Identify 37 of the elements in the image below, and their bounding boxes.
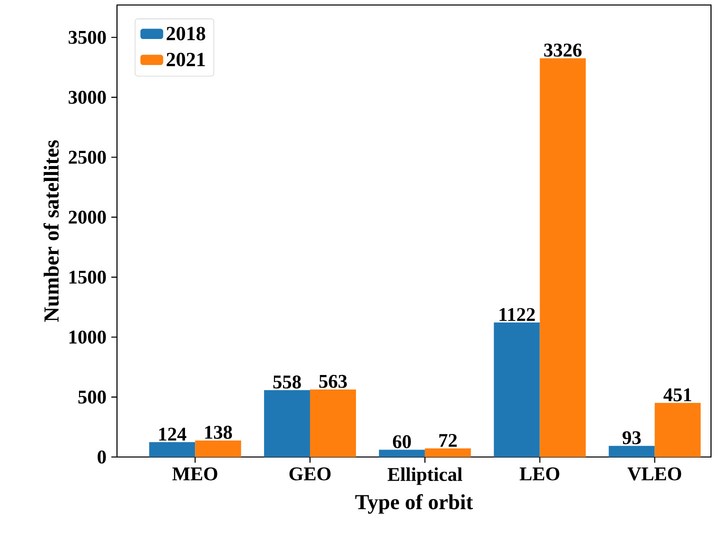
bar <box>540 58 586 457</box>
x-tick-label: GEO <box>289 467 331 480</box>
y-tick-label: 500 <box>78 390 106 404</box>
y-axis-title: Number of satellites <box>44 140 59 322</box>
bar <box>494 322 540 457</box>
data-label: 558 <box>273 375 301 388</box>
x-tick-label: Elliptical <box>388 467 462 485</box>
y-tick-label: 3500 <box>68 30 106 44</box>
data-label: 3326 <box>544 44 582 57</box>
y-tick-label: 0 <box>98 450 106 464</box>
data-label: 93 <box>622 431 641 444</box>
data-label: 72 <box>439 434 457 447</box>
bar <box>378 450 425 457</box>
data-label: 451 <box>663 388 692 402</box>
data-label: 124 <box>159 428 186 441</box>
bar <box>149 442 196 457</box>
y-tick-label: 2000 <box>68 210 106 224</box>
x-tick-label: VLEO <box>628 467 682 480</box>
x-tick-label: MEO <box>172 467 218 480</box>
data-label: 60 <box>392 435 411 448</box>
bar <box>654 402 701 457</box>
legend-label: 2018 <box>166 26 206 40</box>
bar <box>310 390 356 457</box>
data-label: 563 <box>319 374 347 388</box>
bar <box>195 440 242 457</box>
y-tick-label: 1000 <box>69 330 106 344</box>
data-label: 1122 <box>500 308 535 321</box>
y-tick-label: 1500 <box>69 270 106 284</box>
bar <box>264 390 310 457</box>
x-axis-title: Type of orbit <box>355 494 473 514</box>
bar <box>424 448 471 457</box>
bar <box>608 446 655 457</box>
y-tick-label: 3000 <box>68 90 106 104</box>
x-tick-label: LEO <box>520 467 560 480</box>
legend-label: 2021 <box>166 52 205 66</box>
data-label: 138 <box>205 426 232 439</box>
y-tick-label: 2500 <box>68 150 106 164</box>
